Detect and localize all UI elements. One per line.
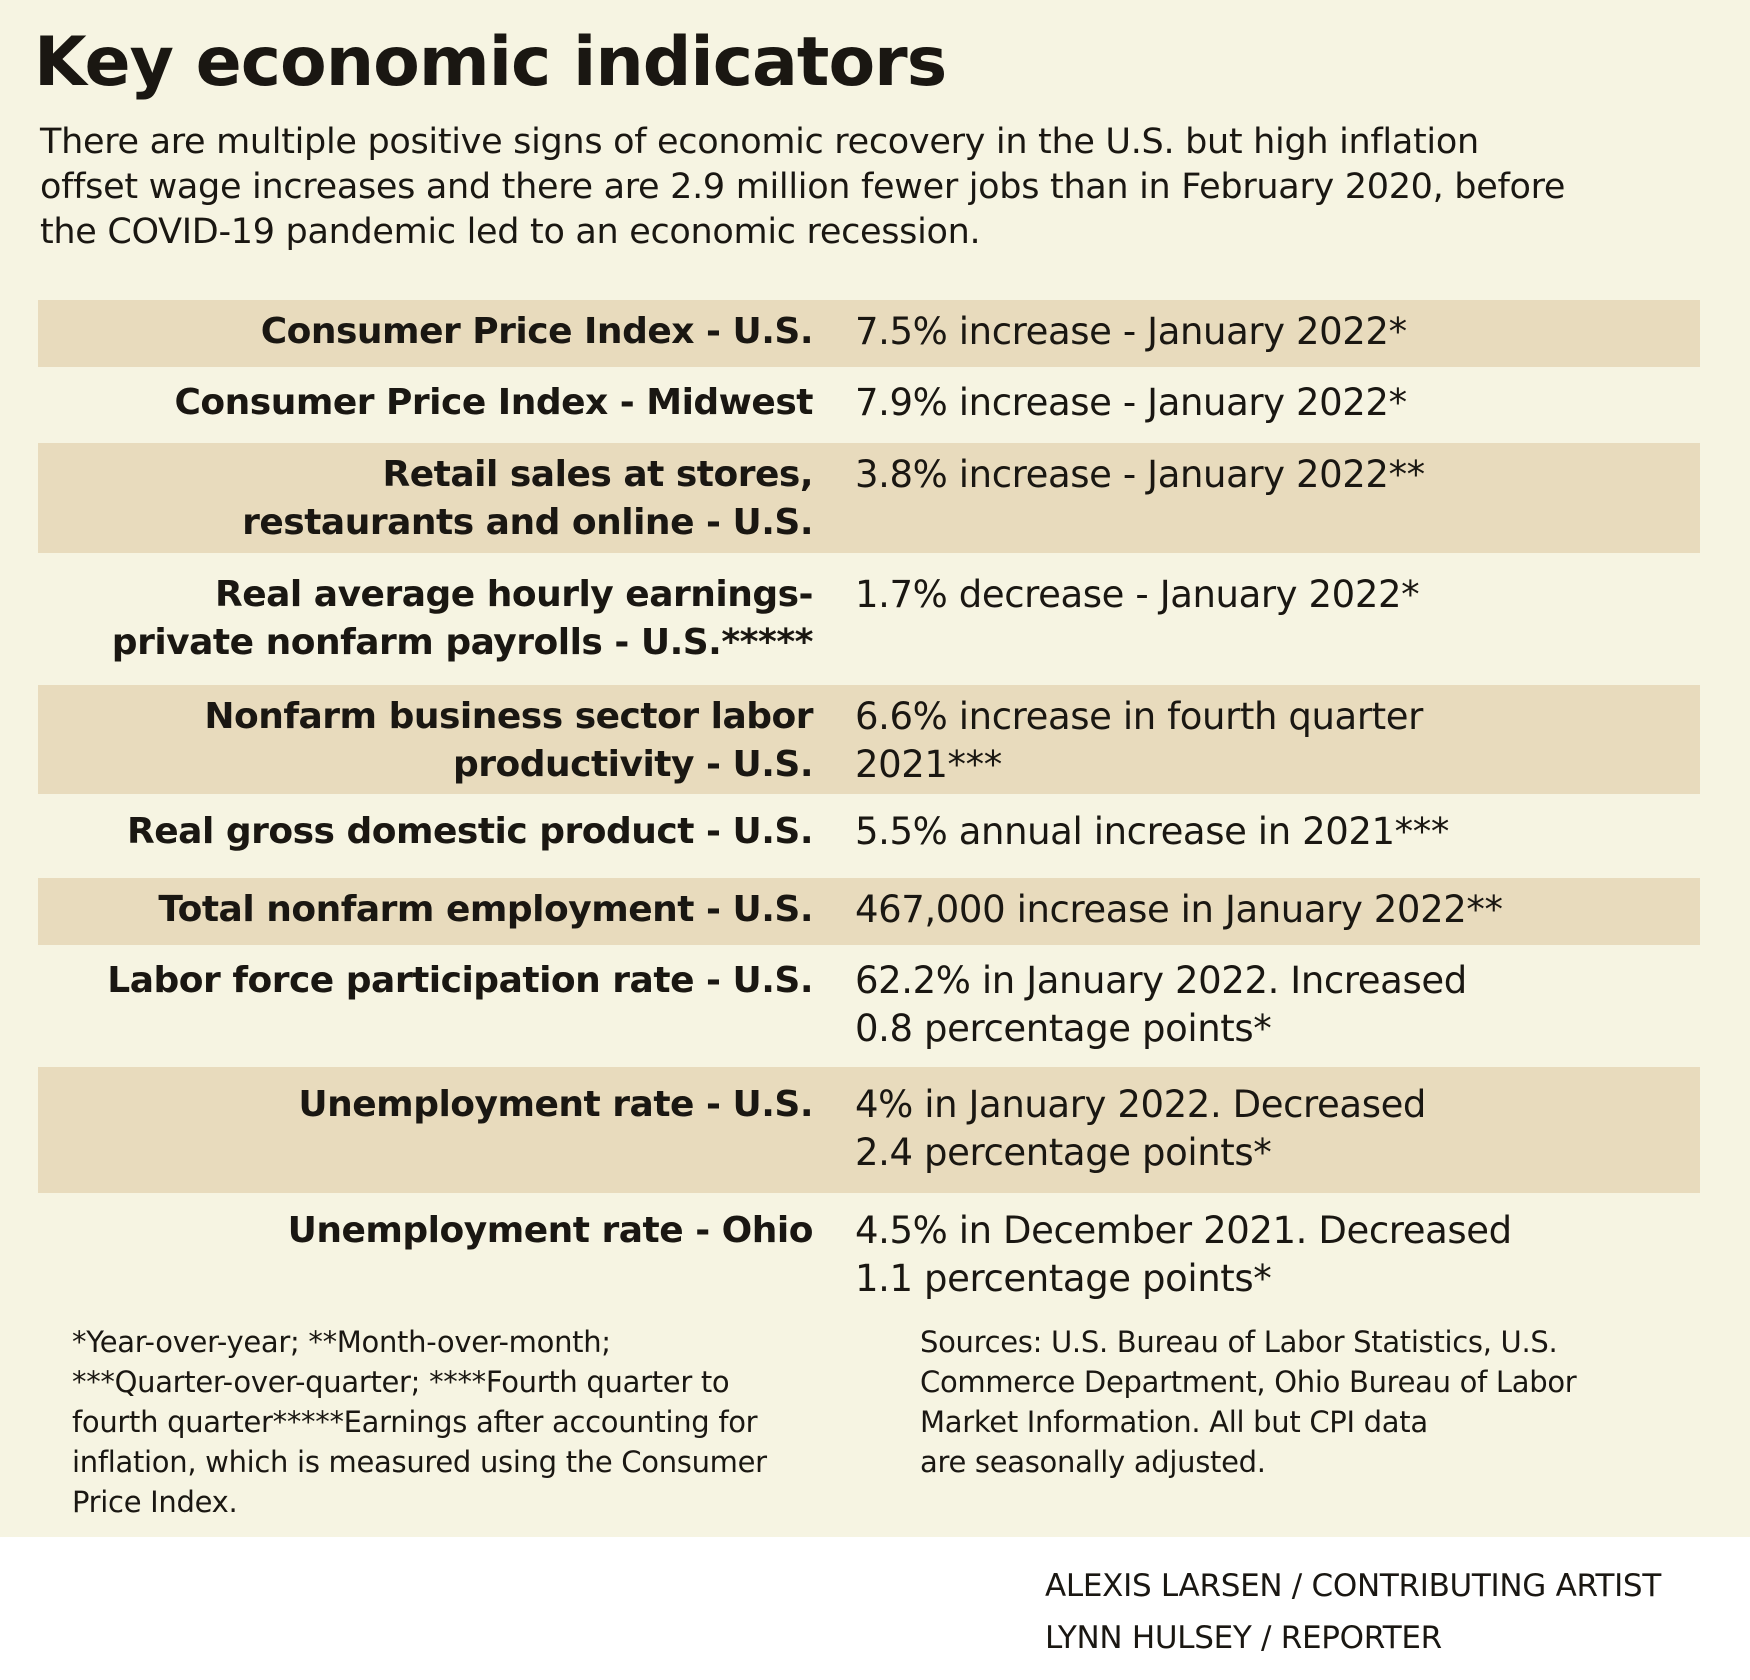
table-row: Consumer Price Index - Midwest 7.9% incr…: [38, 367, 1700, 443]
credits: ALEXIS LARSEN / CONTRIBUTING ARTIST LYNN…: [1045, 1560, 1661, 1664]
value-line: 4% in January 2022. Decreased: [855, 1083, 1427, 1126]
subtitle-line: There are multiple positive signs of eco…: [40, 122, 1479, 162]
indicator-label: Consumer Price Index - U.S.: [38, 308, 814, 356]
footnotes: *Year-over-year; **Month-over-month; ***…: [72, 1322, 872, 1522]
indicator-label: Labor force participation rate - U.S.: [38, 957, 813, 1005]
value-line: 0.8 percentage points*: [855, 1007, 1272, 1050]
value-line: 7.9% increase - January 2022*: [855, 381, 1407, 424]
graphic-panel: Key economic indicators There are multip…: [0, 0, 1750, 1537]
label-line: Consumer Price Index - Midwest: [174, 382, 813, 423]
indicator-value: 7.9% increase - January 2022*: [855, 379, 1407, 427]
indicator-label: Unemployment rate - Ohio: [38, 1207, 814, 1255]
indicator-label: Total nonfarm employment - U.S.: [38, 886, 813, 934]
indicator-label: Consumer Price Index - Midwest: [38, 379, 813, 427]
value-line: 1.7% decrease - January 2022*: [855, 573, 1420, 616]
footnote-line: inflation, which is measured using the C…: [72, 1445, 767, 1479]
table-row: Unemployment rate - Ohio 4.5% in Decembe…: [38, 1193, 1700, 1305]
label-line: restaurants and online - U.S.: [242, 502, 813, 543]
footnote-line: ***Quarter-over-quarter; ****Fourth quar…: [72, 1365, 730, 1399]
label-line: Nonfarm business sector labor: [204, 696, 813, 737]
value-line: 62.2% in January 2022. Increased: [855, 959, 1467, 1002]
label-line: Unemployment rate - U.S.: [298, 1084, 813, 1125]
source-line: are seasonally adjusted.: [920, 1445, 1266, 1479]
table-row: Labor force participation rate - U.S. 62…: [38, 945, 1700, 1067]
indicator-label: Real gross domestic product - U.S.: [38, 808, 813, 856]
credit-line: ALEXIS LARSEN / CONTRIBUTING ARTIST: [1045, 1568, 1661, 1604]
footnote-line: fourth quarter*****Earnings after accoun…: [72, 1405, 758, 1439]
footnote-line: Price Index.: [72, 1485, 238, 1519]
value-line: 467,000 increase in January 2022**: [855, 888, 1503, 931]
source-line: Commerce Department, Ohio Bureau of Labo…: [920, 1365, 1577, 1399]
value-line: 2021***: [855, 743, 1002, 786]
footnote-line: *Year-over-year; **Month-over-month;: [72, 1325, 611, 1359]
subtitle-line: the COVID-19 pandemic led to an economic…: [40, 212, 981, 252]
value-line: 6.6% increase in fourth quarter: [855, 695, 1423, 738]
indicator-value: 4% in January 2022. Decreased 2.4 percen…: [855, 1081, 1426, 1177]
sources: Sources: U.S. Bureau of Labor Statistics…: [920, 1322, 1720, 1482]
label-line: Retail sales at stores,: [382, 454, 814, 495]
table-row: Total nonfarm employment - U.S. 467,000 …: [38, 878, 1700, 945]
source-line: Sources: U.S. Bureau of Labor Statistics…: [920, 1325, 1558, 1359]
indicator-label: Unemployment rate - U.S.: [38, 1081, 813, 1129]
indicator-value: 4.5% in December 2021. Decreased 1.1 per…: [855, 1207, 1512, 1303]
value-line: 5.5% annual increase in 2021***: [855, 810, 1449, 853]
label-line: Labor force participation rate - U.S.: [107, 960, 813, 1001]
value-line: 1.1 percentage points*: [855, 1257, 1272, 1300]
table-row: Unemployment rate - U.S. 4% in January 2…: [38, 1067, 1700, 1193]
indicator-value: 3.8% increase - January 2022**: [855, 451, 1425, 499]
label-line: productivity - U.S.: [452, 744, 814, 785]
indicator-label: Nonfarm business sector labor productivi…: [38, 693, 813, 789]
source-line: Market Information. All but CPI data: [920, 1405, 1428, 1439]
subtitle-line: offset wage increases and there are 2.9 …: [40, 167, 1566, 207]
label-line: Unemployment rate - Ohio: [287, 1210, 814, 1251]
label-line: Real gross domestic product - U.S.: [127, 811, 813, 852]
value-line: 7.5% increase - January 2022*: [855, 310, 1407, 353]
indicator-value: 6.6% increase in fourth quarter 2021***: [855, 693, 1423, 789]
table-row: Real gross domestic product - U.S. 5.5% …: [38, 794, 1700, 878]
subtitle: There are multiple positive signs of eco…: [40, 120, 1730, 255]
credit-line: LYNN HULSEY / REPORTER: [1045, 1620, 1442, 1656]
value-line: 2.4 percentage points*: [855, 1131, 1272, 1174]
table-row: Real average hourly earnings- private no…: [38, 553, 1700, 685]
table-row: Consumer Price Index - U.S. 7.5% increas…: [38, 300, 1700, 367]
indicator-value: 1.7% decrease - January 2022*: [855, 571, 1420, 619]
indicator-value: 62.2% in January 2022. Increased 0.8 per…: [855, 957, 1467, 1053]
label-line: Real average hourly earnings-: [214, 574, 814, 615]
indicator-value: 7.5% increase - January 2022*: [855, 308, 1407, 356]
label-line: Total nonfarm employment - U.S.: [158, 889, 813, 930]
indicators-table: Consumer Price Index - U.S. 7.5% increas…: [38, 300, 1700, 1305]
indicator-value: 5.5% annual increase in 2021***: [855, 808, 1449, 856]
table-row: Nonfarm business sector labor productivi…: [38, 685, 1700, 794]
value-line: 4.5% in December 2021. Decreased: [855, 1209, 1512, 1252]
label-line: Consumer Price Index - U.S.: [260, 311, 814, 352]
page-title: Key economic indicators: [34, 23, 947, 102]
table-row: Retail sales at stores, restaurants and …: [38, 443, 1700, 553]
indicator-label: Retail sales at stores, restaurants and …: [38, 451, 813, 547]
indicator-value: 467,000 increase in January 2022**: [855, 886, 1503, 934]
indicator-label: Real average hourly earnings- private no…: [38, 571, 814, 667]
value-line: 3.8% increase - January 2022**: [855, 453, 1425, 496]
label-line: private nonfarm payrolls - U.S.*****: [111, 622, 814, 663]
